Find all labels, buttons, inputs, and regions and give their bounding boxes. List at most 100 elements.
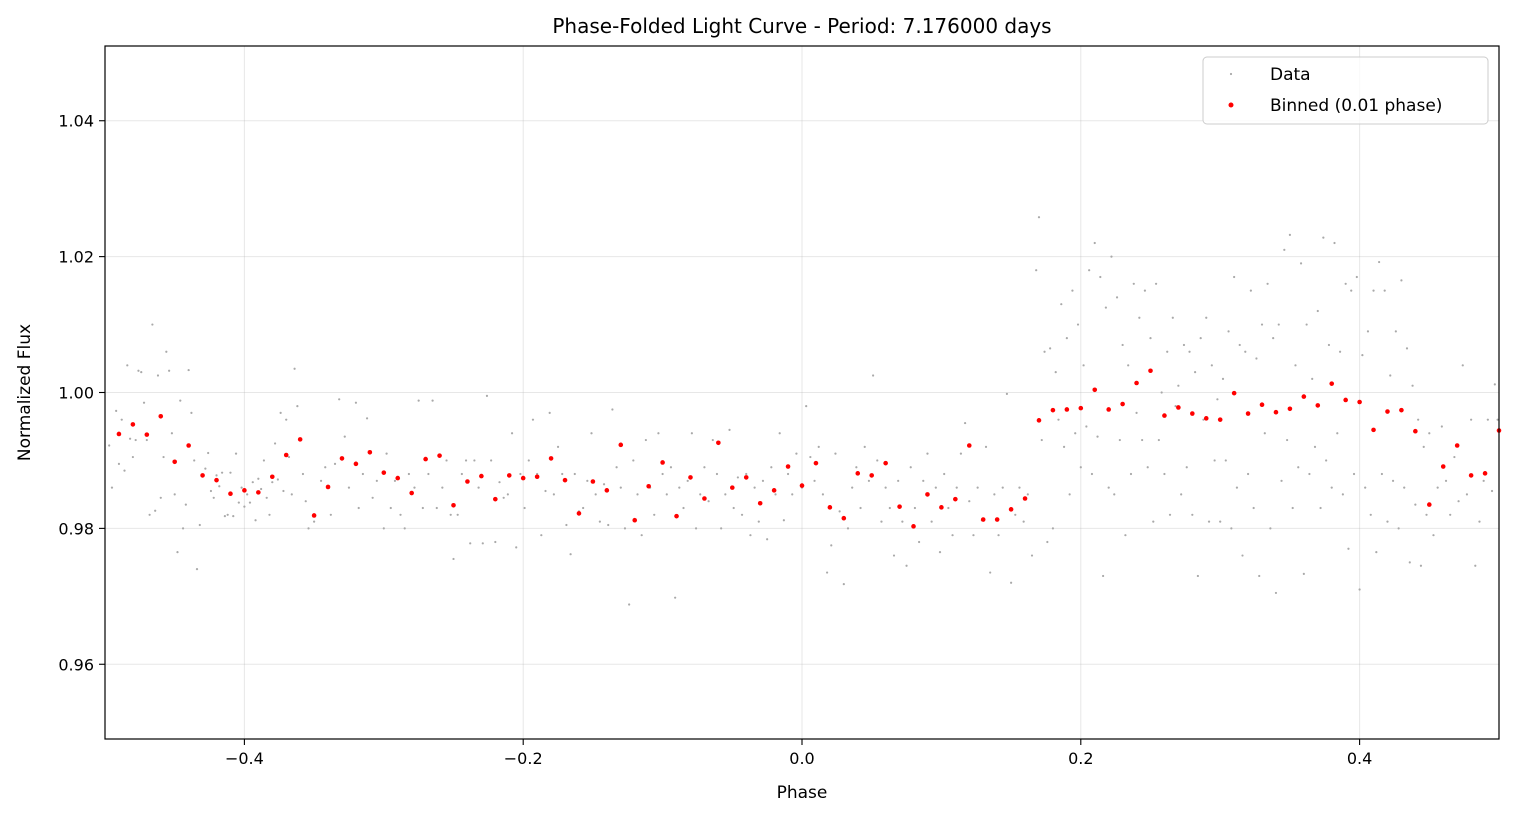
data-point [1440,425,1443,428]
data-point [1283,248,1286,251]
data-point [490,459,493,462]
binned-point [1134,380,1139,386]
data-point [657,432,660,435]
data-point [1338,350,1342,353]
data-point [195,568,199,571]
data-point [268,513,271,516]
data-point [1238,343,1241,347]
data-point [1372,289,1375,292]
data-point [1054,371,1057,374]
data-point [1154,282,1158,285]
data-point [1210,364,1213,367]
data-point [947,506,950,510]
data-point [1090,472,1094,476]
data-point [1405,347,1409,350]
data-point [190,411,193,414]
data-point [1216,398,1219,401]
data-point [1076,323,1080,326]
binned-point [590,479,596,484]
binned-point [1120,401,1125,407]
data-point [385,452,388,455]
data-point [770,466,773,469]
binned-point [1440,464,1446,469]
binned-point [1092,387,1098,393]
binned-point [1259,402,1265,408]
data-point [1010,581,1013,584]
binned-point [1106,407,1111,412]
data-point [778,432,781,435]
data-point [165,350,168,353]
binned-point [534,474,540,480]
data-point [791,493,794,496]
data-point [1185,466,1188,469]
data-point [198,523,201,527]
data-point [678,486,681,489]
data-point [1389,374,1392,377]
binned-point [1357,399,1362,405]
binned-point [1050,407,1056,413]
data-point [338,398,341,401]
data-point [115,409,118,412]
data-point [1386,520,1389,523]
data-point [204,467,207,470]
binned-point [1231,390,1237,396]
data-point [134,438,137,442]
data-point [682,506,685,510]
binned-point [1190,411,1195,416]
data-point [1014,513,1017,516]
data-point [246,493,249,496]
binned-point [841,515,847,521]
data-point [540,534,543,537]
data-point [968,500,971,503]
data-point [287,455,291,459]
binned-point [395,475,401,481]
data-point [1194,371,1197,374]
binned-point [1329,381,1335,386]
data-point [1378,260,1381,264]
data-point [976,486,979,489]
binned-point [158,413,164,419]
data-point [1325,459,1328,462]
data-point [357,506,360,510]
data-point [1157,438,1160,442]
binned-point [827,505,833,510]
binned-point [1413,428,1418,434]
data-point [128,437,132,440]
data-point [1397,527,1400,530]
data-point [661,472,664,476]
data-point [1035,269,1038,272]
data-point [1219,520,1222,523]
y-tick-label: 1.00 [58,384,94,403]
data-point [375,479,378,482]
binned-point [939,505,944,510]
data-point [1132,282,1135,285]
data-point [897,479,900,482]
data-point [1127,364,1130,367]
data-point [1249,289,1252,292]
data-point [168,369,171,372]
data-point [1230,527,1233,530]
data-point [1065,337,1068,340]
data-point [665,493,668,496]
data-point [842,582,845,586]
data-point [1079,466,1082,469]
binned-point [214,477,219,483]
binned-point [716,440,721,446]
binned-point [757,500,763,506]
data-point [972,534,975,537]
data-point [909,466,912,469]
data-point [795,452,798,455]
data-point [506,493,509,496]
binned-point [1273,409,1279,415]
data-point [1177,384,1180,387]
data-point [1366,330,1370,333]
data-point [1062,445,1066,448]
data-point [623,527,627,530]
data-point [1005,392,1009,395]
data-point [329,513,332,516]
legend-data-label: Data [1270,65,1311,85]
data-point [1394,330,1397,333]
data-point [1191,513,1194,516]
data-point [237,501,240,504]
